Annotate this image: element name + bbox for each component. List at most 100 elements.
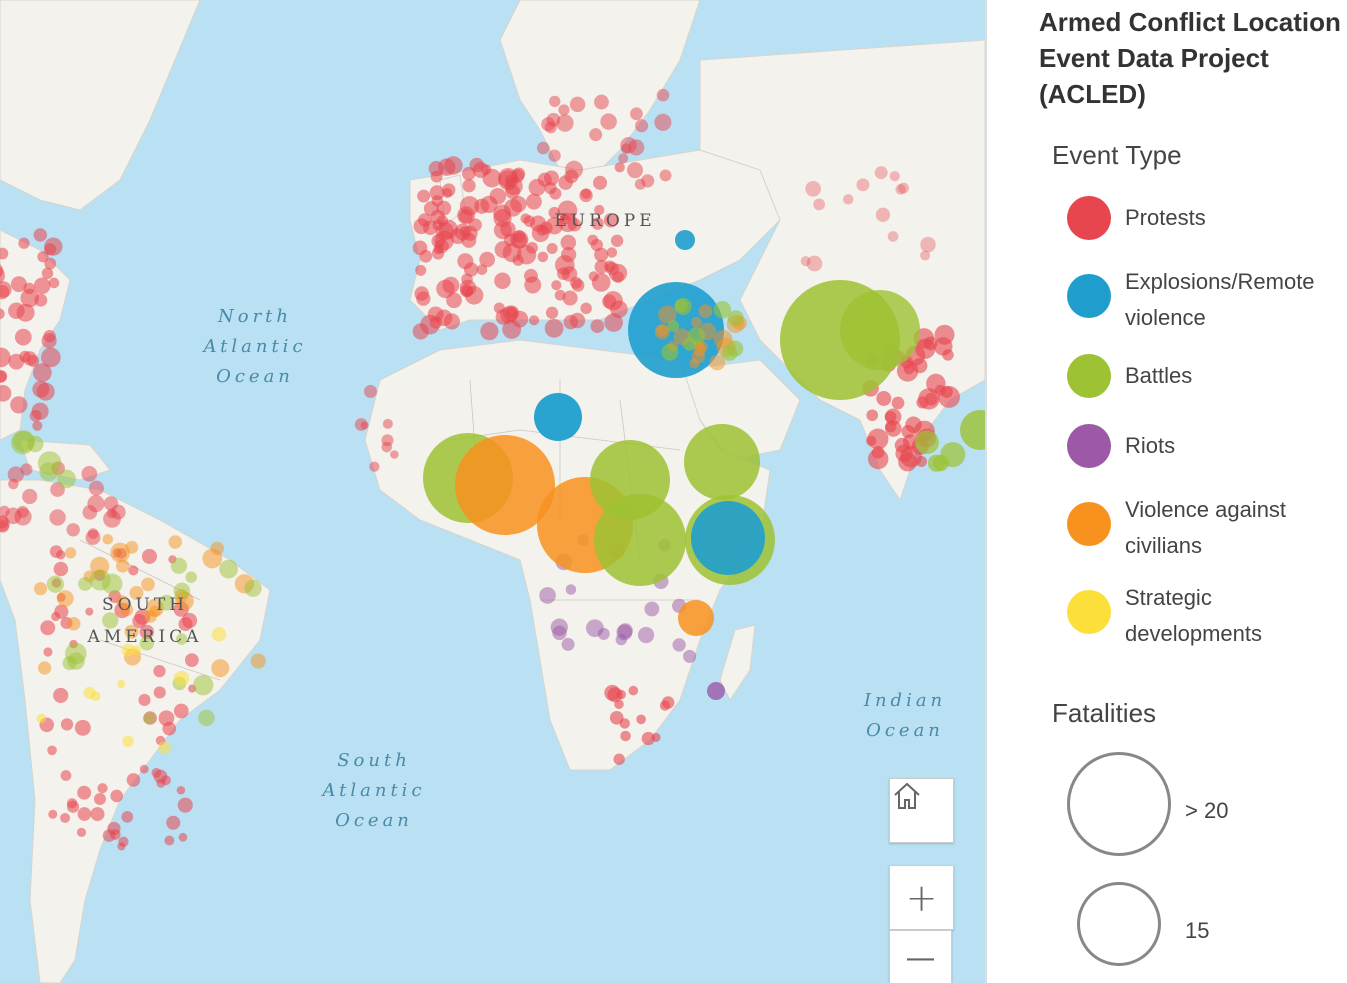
event-point[interactable] <box>480 322 499 341</box>
event-point[interactable] <box>178 832 188 842</box>
event-point[interactable] <box>54 604 69 619</box>
event-point[interactable] <box>129 585 144 600</box>
event-point[interactable] <box>430 170 443 183</box>
event-point[interactable] <box>600 113 617 130</box>
event-point[interactable] <box>563 314 579 330</box>
event-point[interactable] <box>620 143 632 154</box>
event-point[interactable] <box>143 712 155 725</box>
event-point[interactable] <box>915 455 928 468</box>
event-point[interactable] <box>436 200 452 216</box>
event-point[interactable] <box>585 619 604 638</box>
event-point[interactable] <box>549 187 562 200</box>
event-point[interactable] <box>192 674 214 696</box>
event-point[interactable] <box>545 217 564 235</box>
event-point[interactable] <box>139 764 149 774</box>
event-point[interactable] <box>382 418 393 429</box>
event-point[interactable] <box>493 302 505 314</box>
event-point[interactable] <box>940 442 966 468</box>
event-point[interactable] <box>800 256 811 267</box>
event-point[interactable] <box>580 302 592 315</box>
explosion-point[interactable] <box>675 230 695 250</box>
event-point[interactable] <box>641 731 655 746</box>
event-point[interactable] <box>641 174 655 188</box>
event-point[interactable] <box>97 783 108 794</box>
event-point[interactable] <box>635 119 649 133</box>
event-point[interactable] <box>544 318 564 338</box>
event-point[interactable] <box>661 343 679 361</box>
event-point[interactable] <box>173 582 191 600</box>
event-point[interactable] <box>32 380 50 398</box>
event-point[interactable] <box>40 620 56 636</box>
event-point[interactable] <box>926 373 946 394</box>
event-point[interactable] <box>219 559 238 579</box>
event-point[interactable] <box>502 319 522 339</box>
event-point[interactable] <box>121 643 135 657</box>
event-point[interactable] <box>89 569 111 591</box>
event-point[interactable] <box>32 363 52 383</box>
event-point[interactable] <box>594 247 609 262</box>
event-point[interactable] <box>494 272 511 289</box>
event-point[interactable] <box>153 686 166 699</box>
event-point[interactable] <box>556 114 574 132</box>
event-point[interactable] <box>562 290 578 306</box>
event-point[interactable] <box>33 228 47 242</box>
event-point[interactable] <box>468 218 482 232</box>
event-point[interactable] <box>87 528 99 539</box>
event-point[interactable] <box>354 418 368 431</box>
event-point[interactable] <box>158 594 175 611</box>
event-point[interactable] <box>7 466 25 483</box>
event-point[interactable] <box>153 664 166 678</box>
event-point[interactable] <box>65 547 77 559</box>
event-point[interactable] <box>516 245 537 265</box>
event-point[interactable] <box>933 337 953 356</box>
event-point[interactable] <box>60 770 72 781</box>
event-point[interactable] <box>156 778 166 788</box>
event-point[interactable] <box>866 409 879 422</box>
event-point[interactable] <box>0 520 10 533</box>
event-point[interactable] <box>895 444 913 462</box>
event-point[interactable] <box>8 353 25 370</box>
event-point[interactable] <box>897 182 909 194</box>
event-point[interactable] <box>548 149 561 162</box>
event-point[interactable] <box>895 184 906 195</box>
event-point[interactable] <box>74 719 91 736</box>
event-point[interactable] <box>60 718 74 731</box>
event-point[interactable] <box>603 291 623 311</box>
event-point[interactable] <box>175 633 188 645</box>
event-point[interactable] <box>60 812 71 823</box>
event-point[interactable] <box>918 388 940 410</box>
event-point[interactable] <box>589 128 603 142</box>
event-point[interactable] <box>549 95 561 107</box>
event-point[interactable] <box>20 288 40 308</box>
event-point[interactable] <box>537 251 549 263</box>
event-point[interactable] <box>117 680 126 689</box>
event-point[interactable] <box>90 807 105 822</box>
event-point[interactable] <box>41 267 54 280</box>
event-point[interactable] <box>250 653 266 669</box>
event-point[interactable] <box>587 234 599 246</box>
event-point[interactable] <box>616 624 633 641</box>
event-point[interactable] <box>363 385 377 399</box>
event-point[interactable] <box>610 234 624 247</box>
event-point[interactable] <box>614 162 625 173</box>
event-point[interactable] <box>122 735 134 748</box>
event-point[interactable] <box>476 264 488 275</box>
event-point[interactable] <box>506 306 518 318</box>
event-point[interactable] <box>81 465 98 482</box>
event-point[interactable] <box>4 507 22 525</box>
event-point[interactable] <box>423 201 439 217</box>
event-point[interactable] <box>119 603 134 617</box>
event-point[interactable] <box>0 369 8 383</box>
event-point[interactable] <box>674 299 688 313</box>
event-point[interactable] <box>109 829 121 840</box>
event-point[interactable] <box>876 390 892 406</box>
event-point[interactable] <box>672 638 686 652</box>
event-point[interactable] <box>713 301 732 319</box>
event-point[interactable] <box>613 753 625 765</box>
event-point[interactable] <box>690 316 702 328</box>
event-point[interactable] <box>18 237 30 249</box>
event-point[interactable] <box>177 797 193 813</box>
event-point[interactable] <box>891 396 905 410</box>
event-point[interactable] <box>603 213 619 228</box>
event-point[interactable] <box>698 304 713 319</box>
